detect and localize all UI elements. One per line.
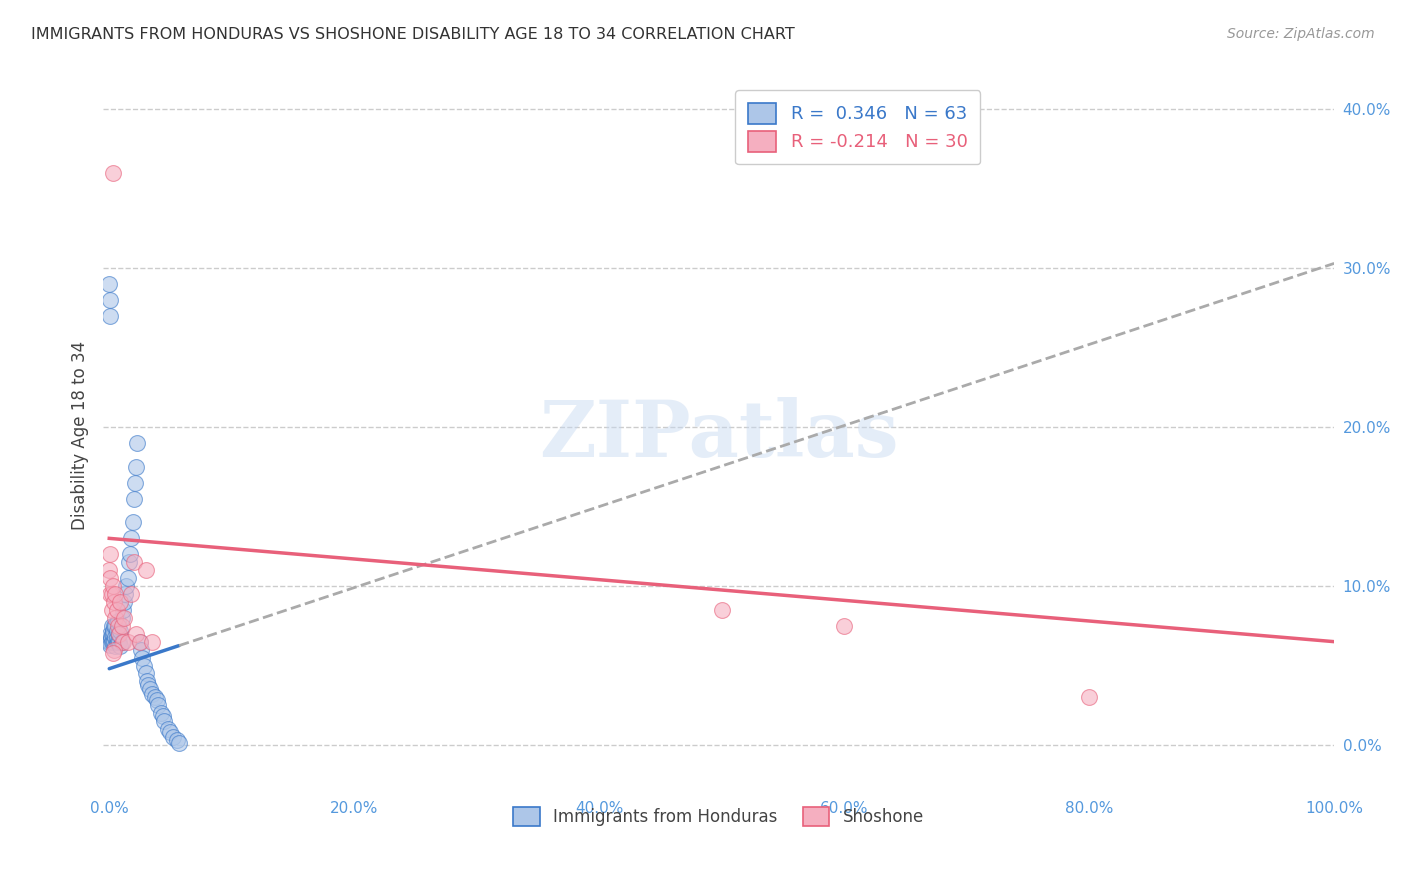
Point <box>107 619 129 633</box>
Point <box>162 730 184 744</box>
Point <box>103 595 125 609</box>
Point <box>110 634 132 648</box>
Point <box>111 603 134 617</box>
Point <box>100 619 122 633</box>
Point <box>114 587 136 601</box>
Point <box>101 624 124 638</box>
Point <box>128 634 150 648</box>
Point <box>124 475 146 490</box>
Point <box>117 571 139 585</box>
Point <box>111 634 134 648</box>
Point <box>135 563 157 577</box>
Point <box>107 634 129 648</box>
Point <box>138 677 160 691</box>
Point <box>98 563 121 577</box>
Point <box>108 626 131 640</box>
Point <box>104 611 127 625</box>
Point <box>115 579 138 593</box>
Point <box>832 619 855 633</box>
Point <box>103 619 125 633</box>
Point <box>110 595 132 609</box>
Point <box>103 634 125 648</box>
Point <box>120 547 142 561</box>
Point <box>100 626 122 640</box>
Point <box>159 725 181 739</box>
Point <box>135 666 157 681</box>
Point <box>105 603 128 617</box>
Point <box>105 634 128 648</box>
Point <box>98 634 121 648</box>
Point <box>107 614 129 628</box>
Point <box>101 646 124 660</box>
Point <box>136 674 159 689</box>
Point <box>143 690 166 705</box>
Point <box>141 687 163 701</box>
Point <box>152 709 174 723</box>
Point <box>104 619 127 633</box>
Point <box>120 532 142 546</box>
Point <box>100 634 122 648</box>
Point <box>105 630 128 644</box>
Point <box>157 722 180 736</box>
Point <box>122 491 145 506</box>
Point <box>710 603 733 617</box>
Point <box>149 706 172 721</box>
Point <box>138 682 160 697</box>
Point <box>98 309 121 323</box>
Point <box>148 698 170 713</box>
Legend: Immigrants from Honduras, Shoshone: Immigrants from Honduras, Shoshone <box>505 798 932 834</box>
Point <box>98 587 121 601</box>
Point <box>104 630 127 644</box>
Point <box>100 626 122 640</box>
Point <box>100 630 122 644</box>
Point <box>131 650 153 665</box>
Point <box>110 619 132 633</box>
Text: IMMIGRANTS FROM HONDURAS VS SHOSHONE DISABILITY AGE 18 TO 34 CORRELATION CHART: IMMIGRANTS FROM HONDURAS VS SHOSHONE DIS… <box>31 27 794 42</box>
Point <box>105 624 128 638</box>
Point <box>108 626 131 640</box>
Point <box>120 587 142 601</box>
Point <box>118 555 141 569</box>
Point <box>98 634 121 648</box>
Point <box>129 642 152 657</box>
Point <box>100 603 122 617</box>
Point <box>101 166 124 180</box>
Point <box>110 624 132 638</box>
Point <box>104 587 127 601</box>
Text: ZIPatlas: ZIPatlas <box>538 397 898 473</box>
Text: Source: ZipAtlas.com: Source: ZipAtlas.com <box>1227 27 1375 41</box>
Point <box>153 714 176 728</box>
Point <box>1078 690 1101 705</box>
Point <box>98 277 121 291</box>
Point <box>110 611 132 625</box>
Point <box>100 638 122 652</box>
Point <box>100 571 122 585</box>
Y-axis label: Disability Age 18 to 34: Disability Age 18 to 34 <box>72 341 89 530</box>
Point <box>110 640 132 654</box>
Point <box>100 547 122 561</box>
Point <box>146 693 169 707</box>
Point <box>103 642 125 657</box>
Point <box>104 640 127 654</box>
Point <box>132 658 155 673</box>
Point <box>166 733 188 747</box>
Point <box>117 634 139 648</box>
Point <box>141 634 163 648</box>
Point <box>127 436 149 450</box>
Point <box>98 293 121 307</box>
Point <box>125 626 148 640</box>
Point <box>101 579 124 593</box>
Point <box>108 634 131 648</box>
Point <box>121 516 143 530</box>
Point <box>128 634 150 648</box>
Point <box>125 459 148 474</box>
Point <box>112 611 135 625</box>
Point <box>112 595 135 609</box>
Point <box>101 634 124 648</box>
Point <box>122 555 145 569</box>
Point <box>100 587 122 601</box>
Point <box>101 626 124 640</box>
Point <box>167 736 190 750</box>
